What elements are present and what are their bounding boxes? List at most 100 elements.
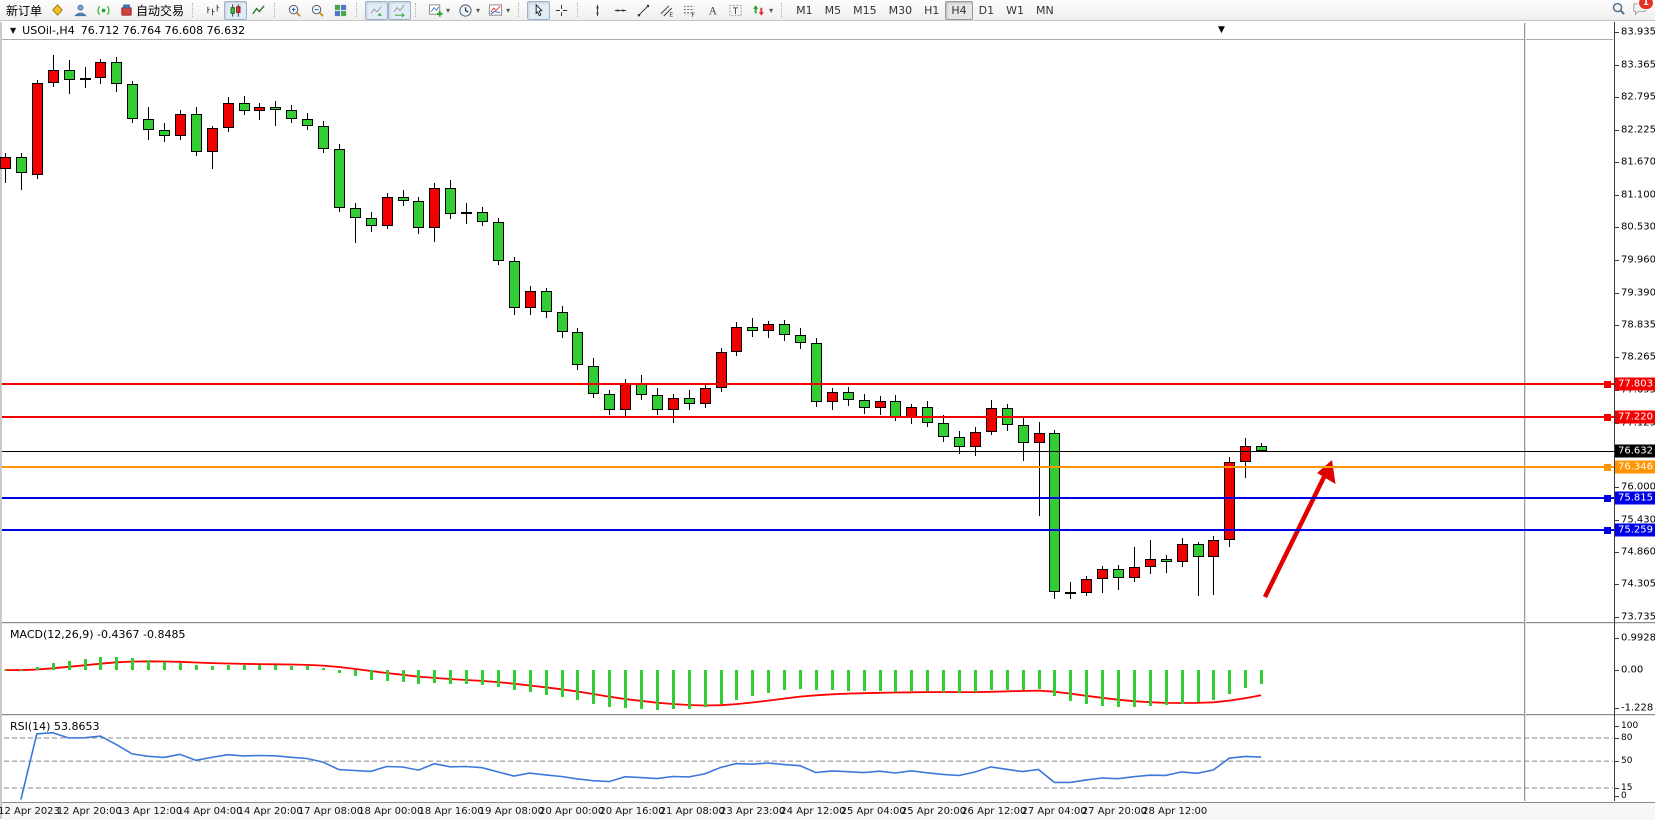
timeframe-m30-button[interactable]: M30 (888, 3, 913, 17)
autotrading-icon (119, 3, 134, 18)
autotrading-button[interactable]: 自动交易 (115, 1, 188, 20)
timeframe-h4-button[interactable]: H4 (945, 0, 973, 20)
axis-tick (1614, 194, 1619, 196)
horizontal-line-button[interactable] (609, 1, 632, 20)
timeframe-d1-button[interactable]: D1 (978, 3, 995, 17)
candle (556, 312, 568, 333)
vertical-line-button[interactable] (586, 1, 609, 20)
hline-handle[interactable] (1604, 414, 1611, 422)
cursor-button[interactable] (527, 0, 551, 20)
hline-handle[interactable] (1604, 494, 1611, 502)
fibonacci-button[interactable]: F (678, 1, 701, 20)
hline-handle[interactable] (1604, 526, 1611, 534)
candle-wick (1149, 539, 1151, 575)
timeframe-m1-button[interactable]: M1 (796, 3, 813, 17)
equidistant-channel-button[interactable]: E (655, 1, 678, 20)
chevron-down-icon[interactable]: ▾ (446, 5, 451, 15)
macd-histogram-bar (147, 660, 151, 670)
timeframe-w1-button[interactable]: W1 (1006, 3, 1024, 17)
chevron-down-icon[interactable]: ▾ (476, 5, 481, 15)
horizontal-line-76.346[interactable] (2, 466, 1614, 469)
candle (111, 61, 123, 85)
timeframe-m15-button[interactable]: M15 (853, 3, 877, 17)
chart-menu-arrow-icon[interactable]: ▼ (10, 26, 17, 35)
macd-label: MACD(12,26,9) -0.4367 -0.8485 (10, 628, 186, 641)
axis-tick-label: 82.225 (1621, 124, 1655, 136)
candle-wick (1070, 581, 1072, 600)
chevron-down-icon[interactable]: ▾ (769, 5, 774, 15)
axis-tick (1614, 726, 1619, 727)
signals-button[interactable] (92, 1, 115, 20)
zoom-in-button[interactable] (283, 1, 306, 20)
search-icon[interactable] (1611, 1, 1626, 19)
horizontal-line-75.259[interactable] (2, 528, 1614, 531)
candle (715, 352, 727, 389)
pane-divider[interactable] (2, 714, 1655, 715)
crosshair-icon (554, 3, 569, 18)
candle (143, 118, 155, 131)
arrows-button[interactable]: ▾ (747, 1, 777, 20)
macd-histogram-bar (958, 670, 961, 693)
hline-handle[interactable] (1604, 380, 1611, 388)
crosshair-button[interactable] (550, 1, 573, 20)
new-order-button[interactable]: 新订单 (2, 1, 46, 20)
horizontal-line-77.220[interactable] (2, 416, 1614, 419)
chart-shift-marker-icon[interactable]: ▼ (1218, 25, 1225, 35)
candle (318, 125, 329, 149)
candle-wick (259, 102, 261, 121)
time-axis-label: 12 Apr 2023 (0, 806, 60, 817)
macd-histogram-bar (51, 663, 55, 670)
deposit-button[interactable] (46, 1, 69, 20)
macd-histogram-bar (512, 670, 516, 691)
candle (1128, 567, 1140, 578)
candle-wick (1038, 422, 1040, 516)
pane-divider[interactable] (2, 622, 1655, 623)
price-chart-pane[interactable] (2, 40, 1614, 622)
candle (381, 197, 393, 227)
time-axis-label: 21 Apr 08:00 (659, 806, 725, 817)
rsi-indicator-pane[interactable] (2, 716, 1614, 802)
candle (31, 82, 43, 175)
add-indicator-button[interactable]: ▾ (424, 1, 454, 20)
candle (604, 394, 616, 410)
candle (1224, 461, 1236, 540)
hline-handle[interactable] (1604, 464, 1611, 472)
candle (1065, 592, 1077, 595)
trendline-button[interactable] (632, 1, 655, 20)
horizontal-line-75.815[interactable] (2, 496, 1614, 499)
candle (0, 157, 11, 169)
time-axis-label: 25 Apr 20:00 (900, 806, 967, 817)
periods-button[interactable]: ▾ (454, 1, 484, 20)
svg-text:E: E (669, 11, 673, 17)
text-button[interactable]: A (701, 1, 724, 20)
time-axis-label: 26 Apr 12:00 (961, 806, 1027, 817)
chevron-down-icon[interactable]: ▾ (506, 5, 511, 15)
axis-tick (1614, 389, 1619, 391)
chart-shift-button[interactable] (388, 0, 412, 20)
profile-button[interactable] (69, 1, 92, 20)
templates-button[interactable]: ▾ (484, 1, 514, 20)
line-chart-button[interactable] (247, 1, 270, 20)
candle (15, 157, 27, 173)
time-axis[interactable]: 12 Apr 2023 12 Apr 20:00 13 Apr 12:00 14 Ap… (0, 802, 1655, 820)
notifications-button[interactable]: 1 (1632, 0, 1654, 19)
macd-histogram-bar (99, 657, 103, 670)
timeframe-m5-button[interactable]: M5 (824, 3, 842, 17)
tile-windows-button[interactable] (329, 1, 352, 20)
rsi-axis-label: 0 (1621, 791, 1627, 801)
candlestick-button[interactable] (224, 0, 248, 20)
timeframe-mn-button[interactable]: MN (1036, 3, 1054, 17)
text-label-button[interactable]: T (724, 1, 747, 20)
chart-window: ▼ USOil-,H4 76.712 76.764 76.608 76.632 … (0, 22, 1655, 820)
auto-scroll-button[interactable] (365, 0, 389, 20)
axis-tick (1614, 292, 1619, 294)
bar-chart-button[interactable] (201, 1, 224, 20)
macd-histogram-bar (465, 670, 469, 684)
zoom-out-button[interactable] (306, 1, 329, 20)
svg-text:F: F (691, 12, 695, 18)
macd-histogram-bar (131, 658, 135, 670)
timeframe-h1-button[interactable]: H1 (924, 3, 940, 17)
candle (699, 388, 711, 404)
horizontal-line-77.803[interactable] (2, 382, 1614, 385)
axis-tick-label: 78.265 (1621, 351, 1655, 363)
